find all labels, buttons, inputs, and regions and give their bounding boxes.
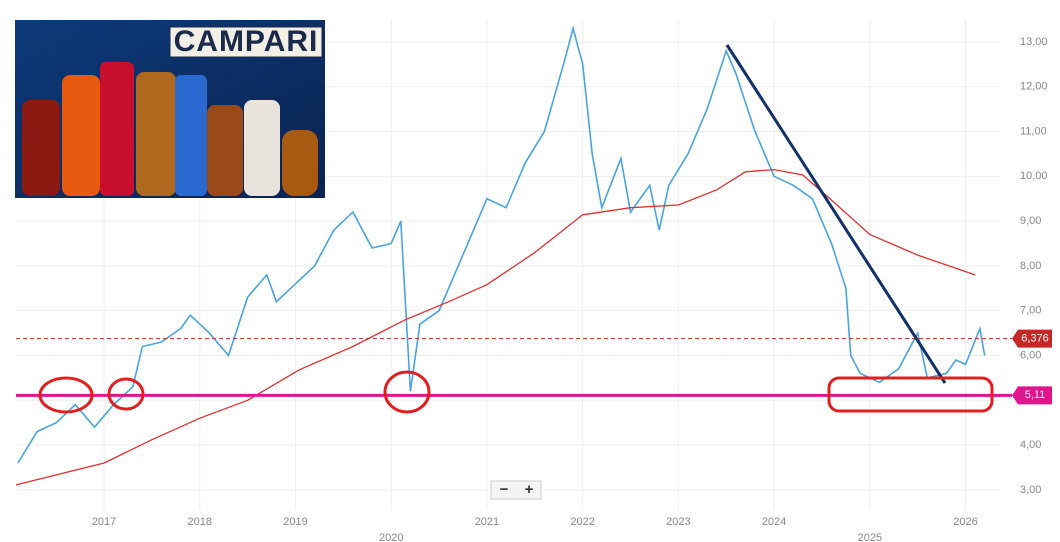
y-tick-label: 8,00	[1020, 260, 1041, 272]
x-tick-label: 2025	[858, 532, 882, 542]
bottle	[22, 100, 60, 196]
x-tick-label: 2020	[379, 532, 403, 542]
zoom-bg	[490, 480, 542, 500]
x-tick-label: 2019	[283, 516, 307, 528]
bottle	[244, 100, 280, 196]
plot: 6,376 5,11	[15, 25, 1052, 486]
x-tick-label: 2018	[188, 516, 212, 528]
y-tick-label: 12,00	[1020, 81, 1048, 93]
banner-image: CAMPARI	[15, 20, 325, 198]
y-tick-label: 11,00	[1020, 125, 1047, 137]
bottle	[282, 130, 318, 196]
highlight-box	[827, 376, 994, 413]
level-label: 6,376	[1021, 333, 1049, 345]
level-label: 5,11	[1025, 389, 1046, 401]
grid: 3,004,005,006,007,008,009,0010,0011,0012…	[16, 20, 1048, 542]
x-tick-label: 2021	[475, 516, 499, 528]
zoom-in-button[interactable]: +	[525, 481, 534, 498]
bottle	[175, 75, 207, 196]
highlight-circle	[38, 376, 94, 414]
bottle	[136, 72, 176, 196]
y-tick-label: 7,00	[1020, 305, 1041, 317]
x-tick-label: 2026	[953, 516, 977, 528]
x-tick-label: 2023	[666, 516, 690, 528]
y-tick-label: 9,00	[1020, 215, 1041, 227]
bottle	[62, 75, 100, 196]
highlight-circle	[383, 370, 431, 414]
zoom-controls: − +	[490, 480, 542, 500]
y-tick-label: 10,00	[1020, 170, 1048, 182]
bottle	[207, 105, 243, 196]
y-tick-label: 3,00	[1020, 484, 1041, 496]
highlight-circle	[107, 377, 145, 411]
y-tick-label: 13,00	[1020, 36, 1048, 48]
banner-label-bg	[169, 26, 323, 58]
level-tag	[1012, 329, 1052, 348]
x-tick-label: 2022	[570, 516, 594, 528]
level-tag	[1012, 386, 1052, 405]
zoom-out-button[interactable]: −	[500, 481, 509, 498]
x-tick-label: 2024	[762, 516, 786, 528]
annotations	[38, 44, 994, 414]
series-line	[15, 168, 976, 486]
x-tick-label: 2017	[92, 516, 116, 528]
bottle	[100, 62, 134, 196]
y-tick-label: 6,00	[1020, 349, 1041, 361]
y-tick-label: 4,00	[1020, 439, 1041, 451]
series-line	[17, 25, 986, 464]
trend-line	[725, 44, 947, 384]
banner-text: CAMPARI	[174, 25, 319, 58]
